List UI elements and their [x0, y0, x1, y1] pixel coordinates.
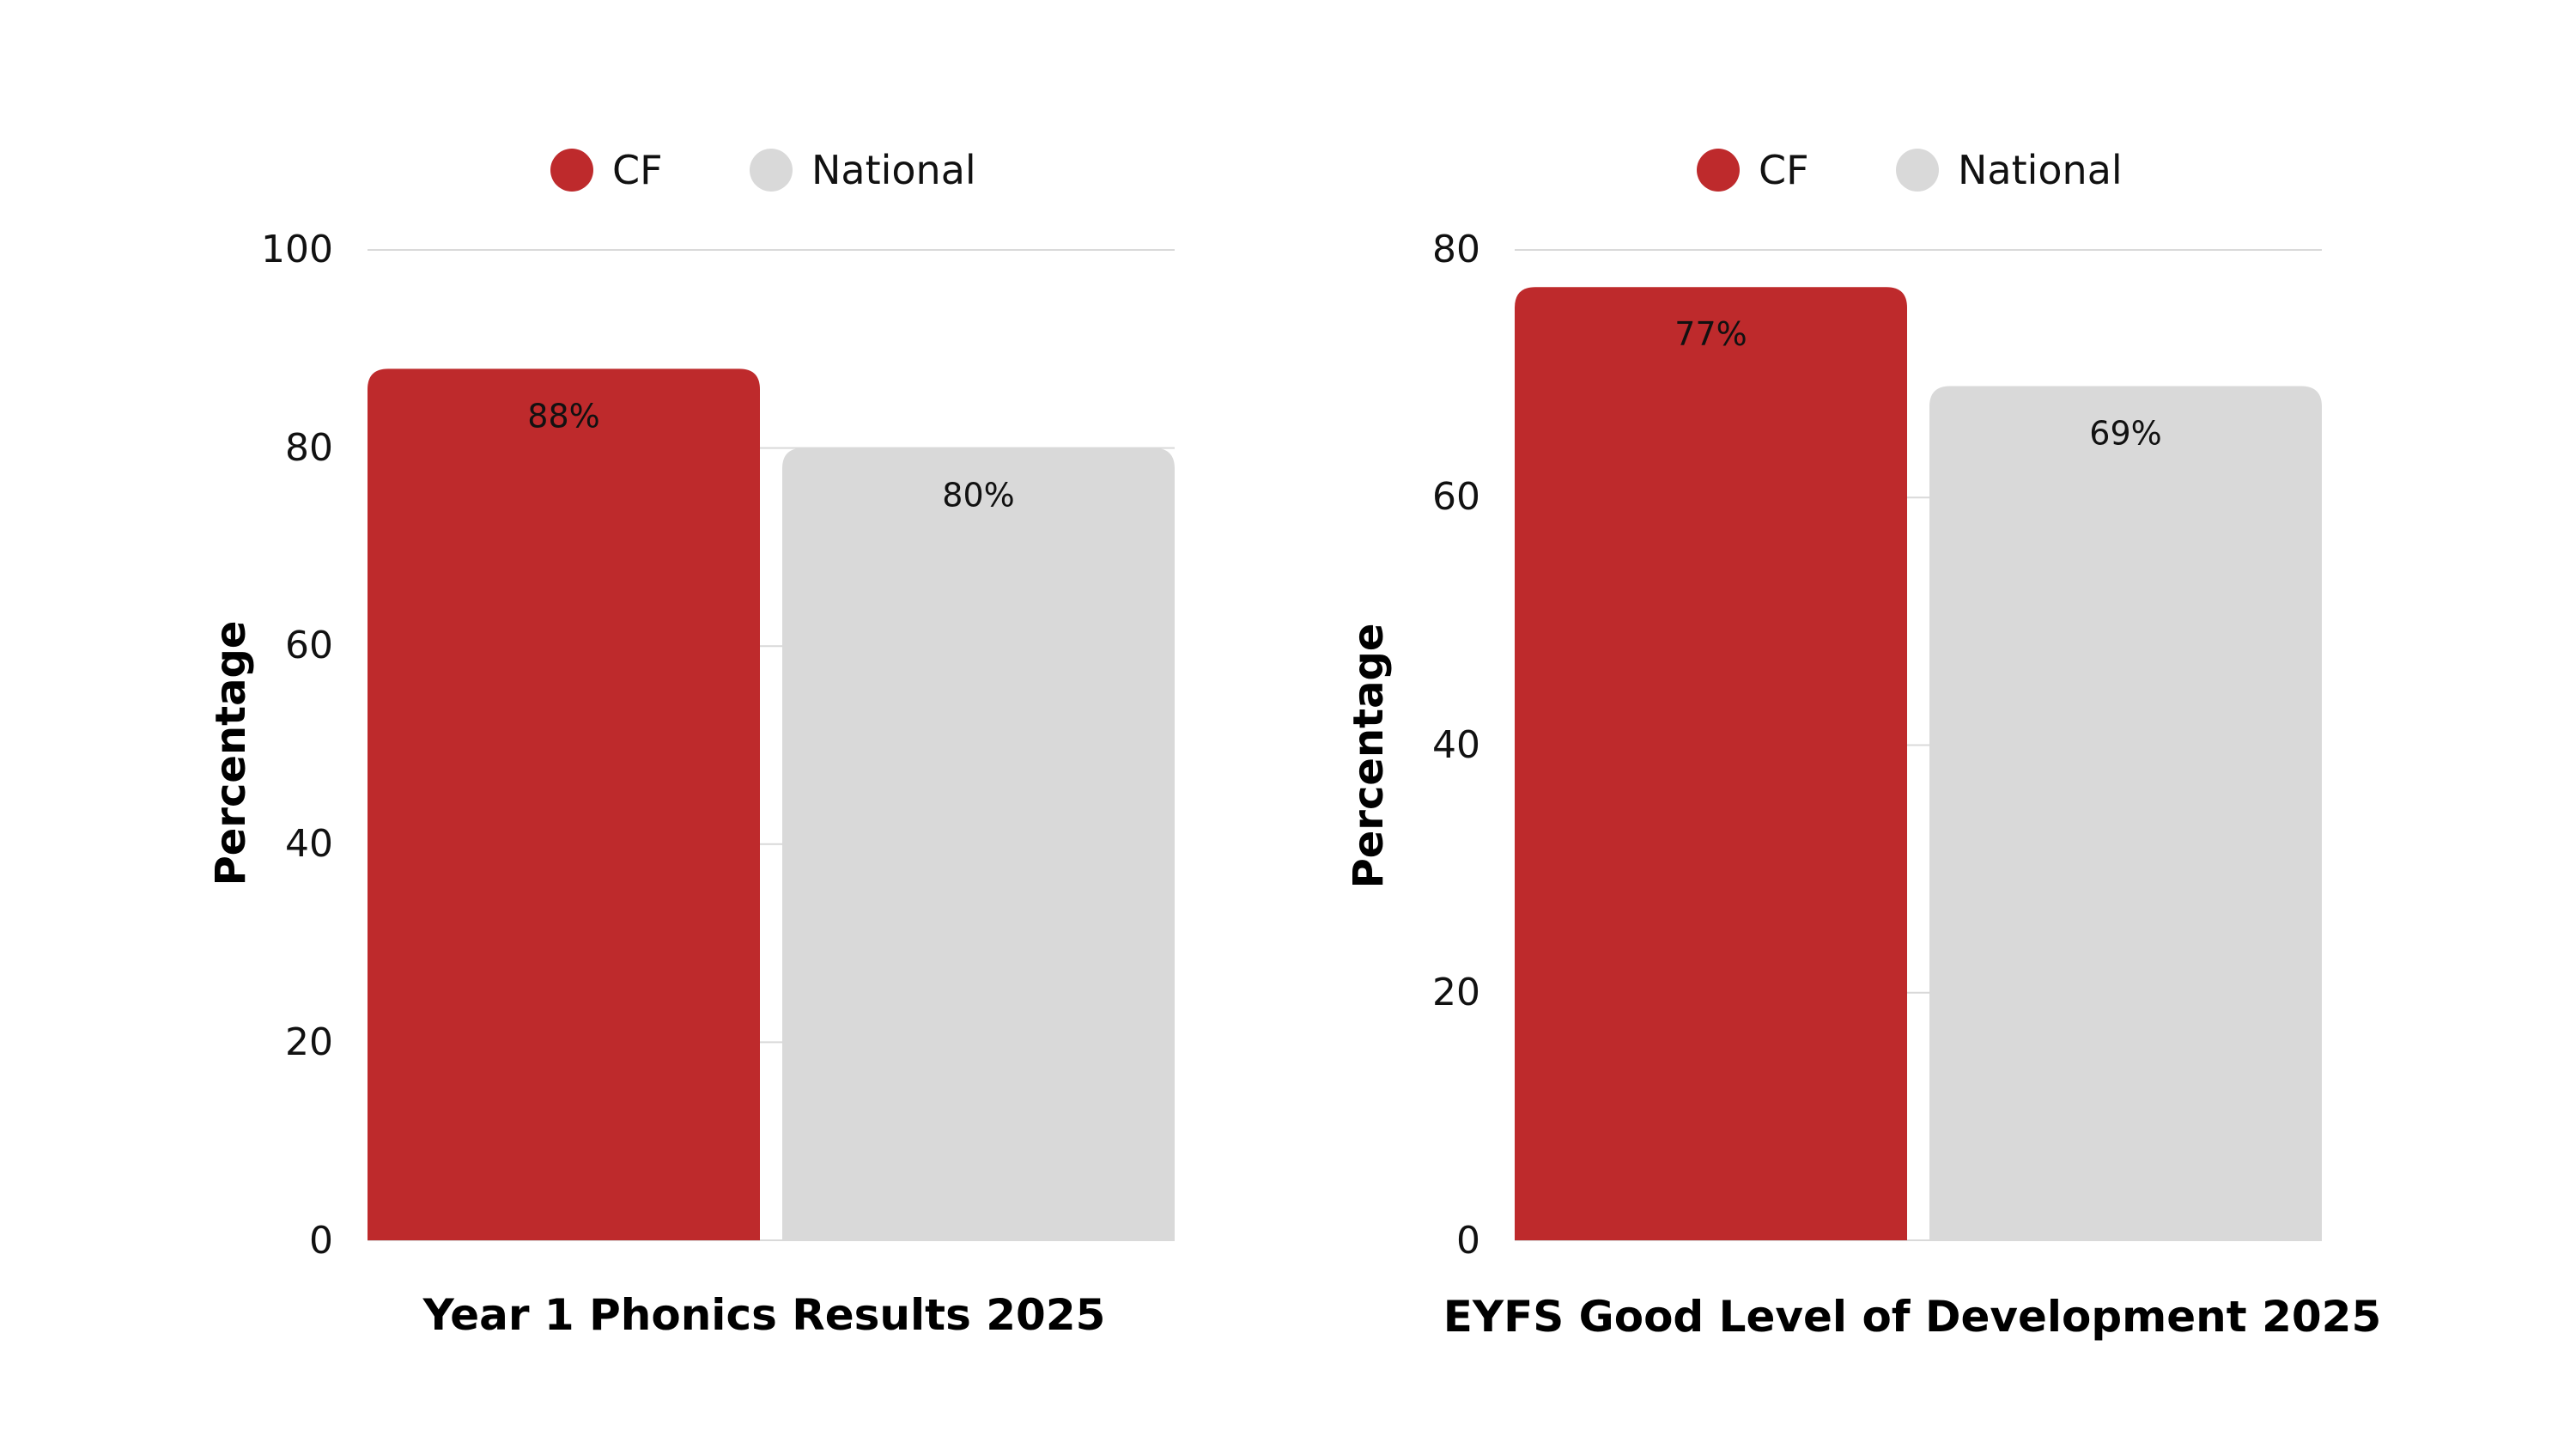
bar-cf: [1515, 287, 1907, 1240]
chart-2-y-axis: 0 20 40 60 80: [1432, 228, 1480, 1263]
y-tick-label: 0: [309, 1219, 333, 1263]
chart-2-legend: CF National: [1697, 147, 2123, 193]
y-tick-label: 80: [1432, 228, 1480, 271]
data-label-cf: 88%: [527, 397, 599, 435]
legend-national-label: National: [1958, 147, 2123, 193]
legend-national-swatch: [1896, 149, 1939, 192]
legend-cf-label: CF: [612, 147, 663, 193]
data-label-cf: 77%: [1674, 315, 1747, 353]
y-tick-label: 80: [285, 426, 333, 470]
y-tick-label: 40: [1432, 723, 1480, 767]
y-tick-label: 40: [285, 822, 333, 866]
y-tick-label: 60: [285, 624, 333, 667]
data-label-national: 69%: [2089, 415, 2161, 453]
chart-1-bars: [368, 368, 1175, 1240]
y-tick-label: 60: [1432, 475, 1480, 519]
legend-cf-swatch: [550, 149, 593, 192]
y-tick-label: 20: [1432, 971, 1480, 1014]
bar-cf: [368, 368, 760, 1240]
chart-year1-phonics: CF National 0 20 40 60 80 100 88% 80% Pe…: [207, 147, 1175, 1340]
chart-1-y-axis: 0 20 40 60 80 100: [261, 228, 333, 1263]
chart-1-legend: CF National: [550, 147, 976, 193]
chart-1-title: Year 1 Phonics Results 2025: [422, 1290, 1106, 1340]
chart-2-bars: [1515, 287, 2322, 1241]
y-tick-label: 0: [1456, 1219, 1480, 1263]
legend-national-swatch: [750, 149, 793, 192]
y-tick-label: 100: [261, 228, 333, 271]
legend-national-label: National: [811, 147, 976, 193]
legend-cf-label: CF: [1759, 147, 1809, 193]
data-label-national: 80%: [942, 477, 1014, 514]
chart-2-title: EYFS Good Level of Development 2025: [1443, 1292, 2381, 1342]
bar-national: [1929, 386, 2322, 1241]
bar-national: [782, 447, 1175, 1240]
y-axis-title: Percentage: [1345, 624, 1393, 889]
y-axis-title: Percentage: [207, 621, 255, 886]
y-tick-label: 20: [285, 1020, 333, 1064]
legend-cf-swatch: [1697, 149, 1740, 192]
chart-eyfs-gld: CF National 0 20 40 60 80 77% 69% Percen…: [1345, 147, 2381, 1342]
